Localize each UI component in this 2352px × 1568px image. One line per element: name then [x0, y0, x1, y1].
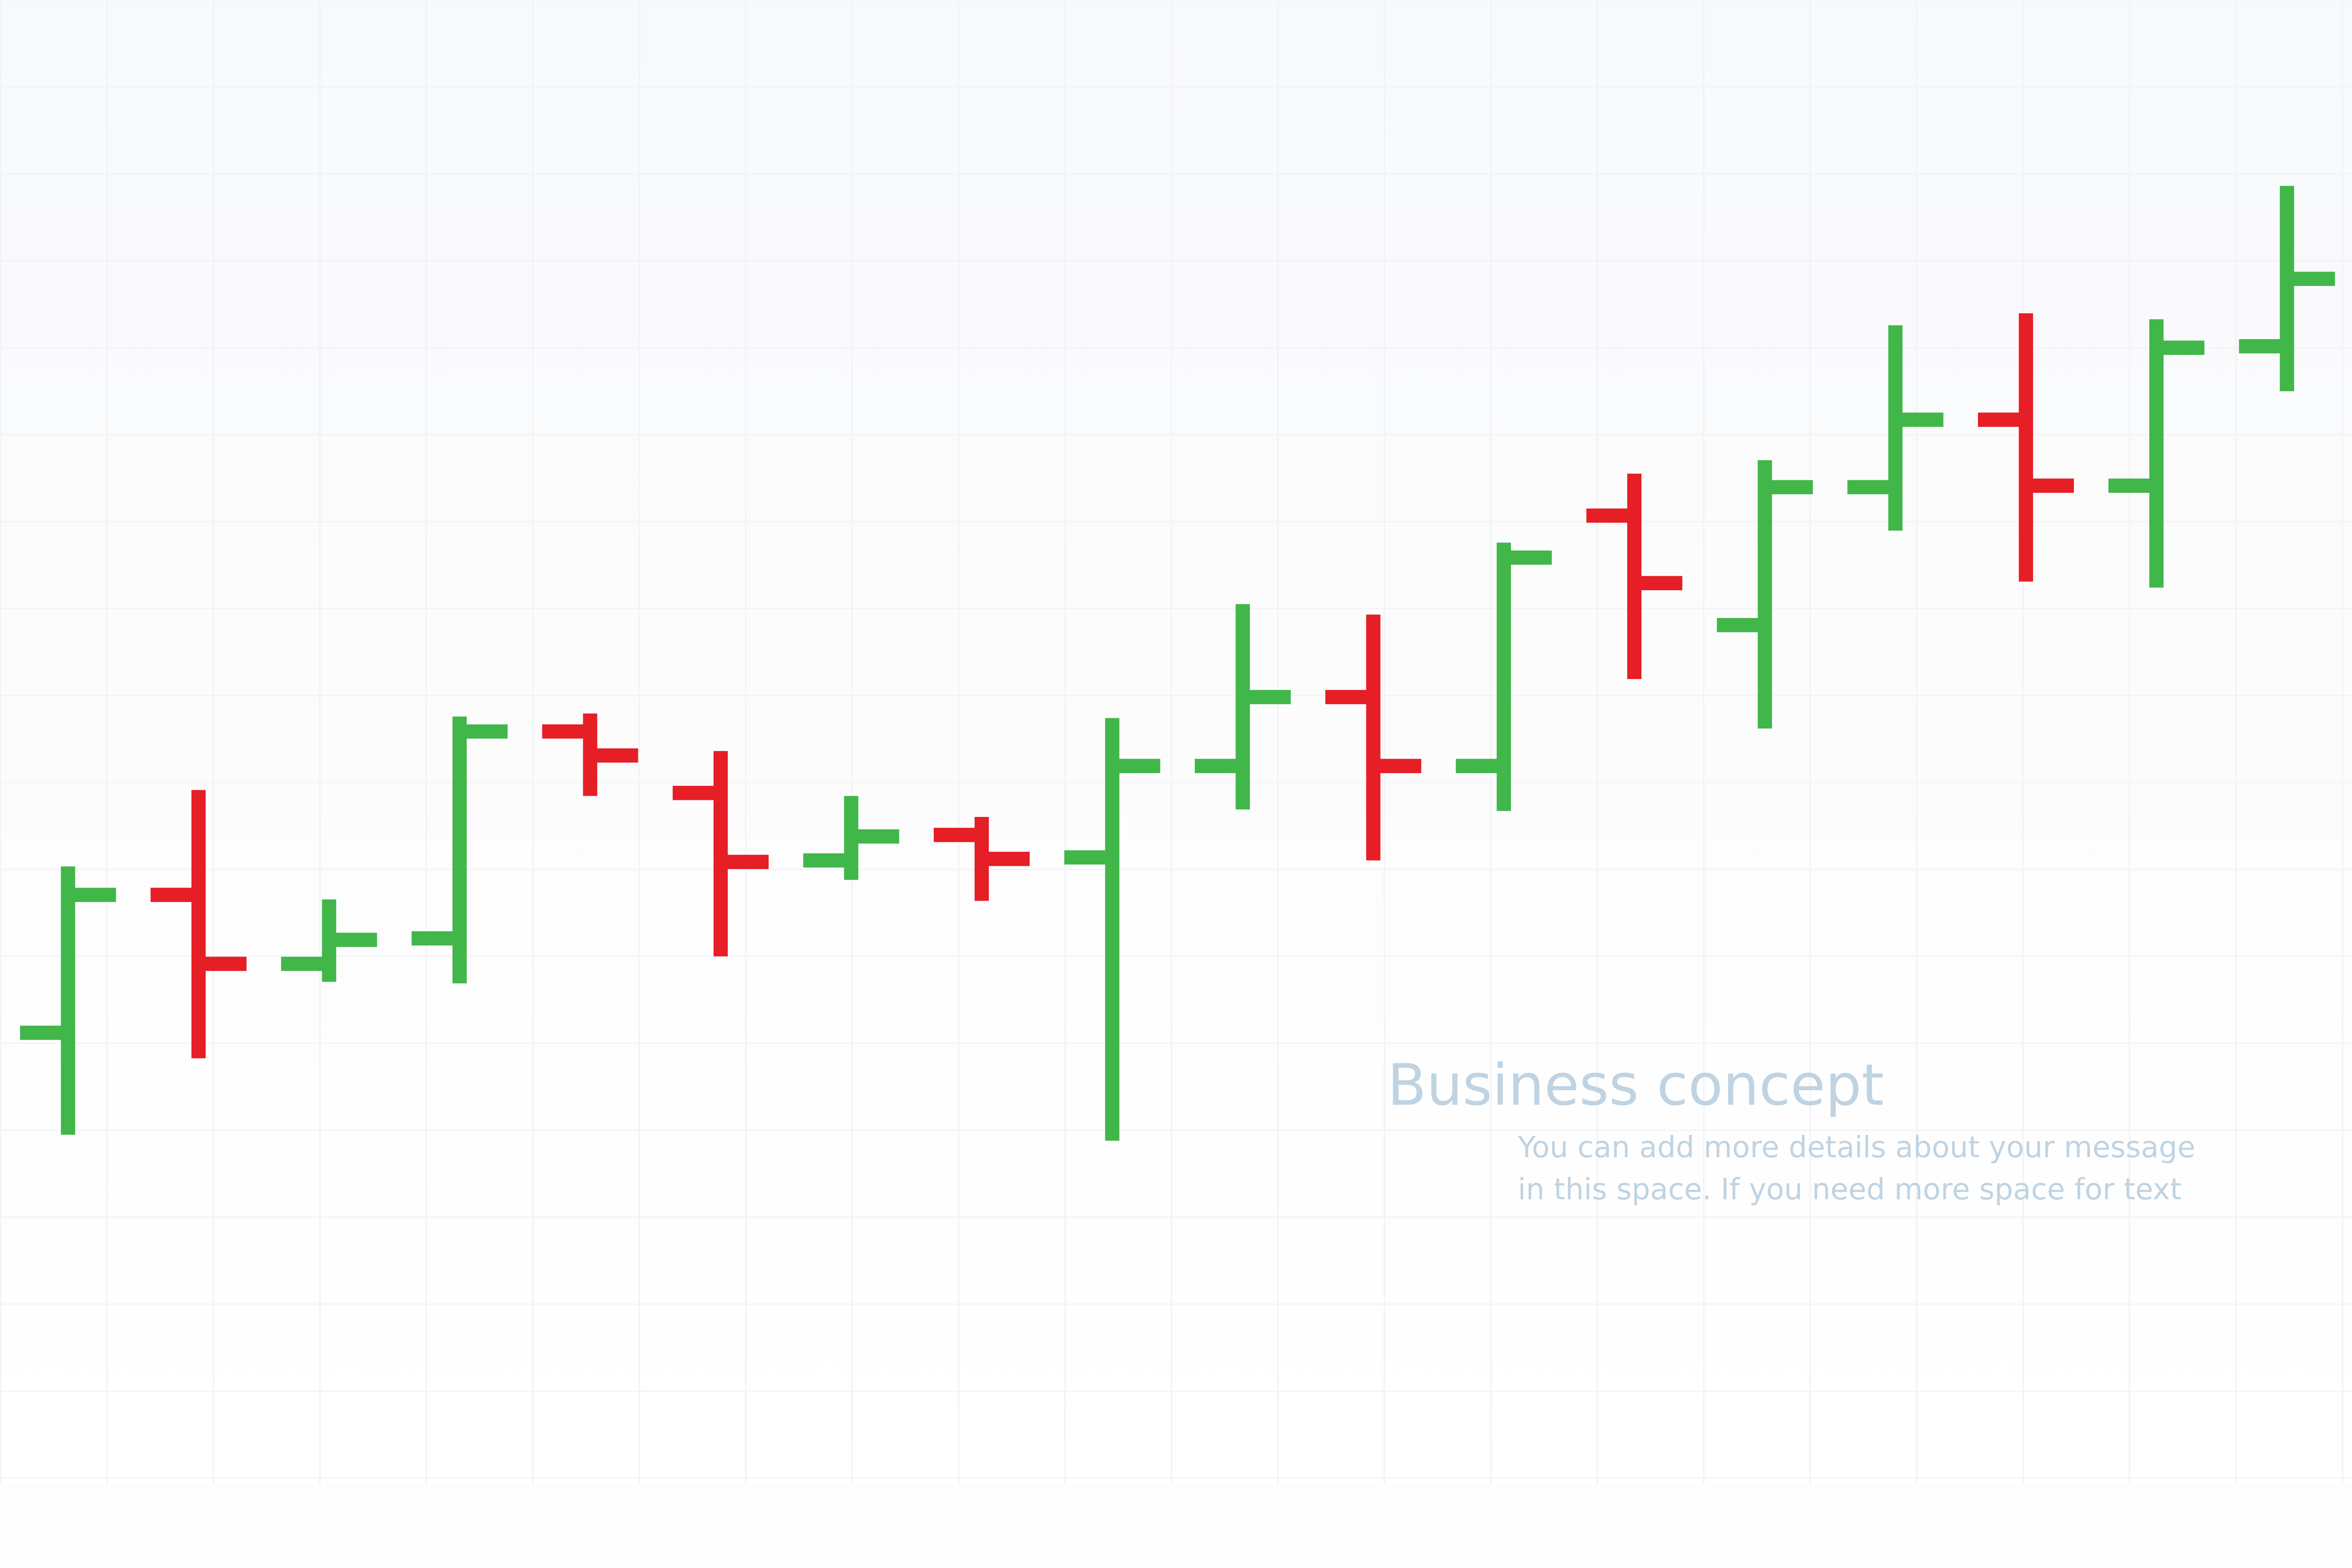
caption-title: Business concept: [1387, 1052, 1883, 1118]
ohlc-bar-13: [1586, 474, 1683, 679]
ohlc-bars: [20, 186, 2335, 1141]
ohlc-bar-8: [933, 817, 1030, 901]
ohlc-bar-5: [542, 713, 638, 796]
ohlc-bar-12: [1455, 542, 1552, 811]
ohlc-bar-14: [1716, 460, 1813, 729]
ohlc-bar-6: [673, 751, 769, 957]
ohlc-bar-4: [412, 716, 508, 983]
ohlc-bar-11: [1325, 614, 1422, 861]
ohlc-bar-18: [2239, 186, 2335, 391]
ohlc-bar-9: [1064, 718, 1160, 1141]
ohlc-bar-16: [1978, 313, 2074, 582]
caption-line-1: You can add more details about your mess…: [1518, 1130, 2195, 1164]
ohlc-bar-15: [1847, 325, 1944, 531]
ohlc-bar-2: [151, 790, 247, 1059]
background-grid: [0, 0, 2344, 1484]
caption-line-2: in this space. If you need more space fo…: [1518, 1172, 2182, 1206]
ohlc-bar-3: [281, 899, 377, 982]
ohlc-bar-1: [20, 866, 116, 1135]
ohlc-bar-10: [1194, 604, 1291, 810]
ohlc-chart: Business concept You can add more detail…: [0, 0, 2352, 1484]
ohlc-bar-7: [803, 796, 899, 880]
ohlc-bar-17: [2108, 319, 2205, 588]
